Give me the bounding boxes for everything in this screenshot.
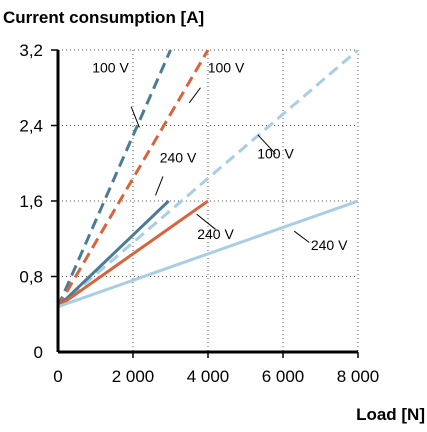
- annotation-layer: 100 V 100 V 100 V 240 V 240 V 240 V: [92, 60, 348, 253]
- y-tick-label-2: 1,6: [19, 192, 43, 211]
- series-line-5: [58, 199, 209, 308]
- series-line-1: [58, 50, 172, 308]
- y-tick-label-0: 0: [34, 343, 43, 362]
- annotation-pointer-6: [293, 230, 310, 243]
- x-tick-label-2: 4 000: [187, 367, 230, 386]
- annotation-pointer-1: [130, 106, 140, 128]
- annotation-pointer-5: [196, 213, 216, 230]
- y-tick-label-3: 2,4: [19, 117, 43, 136]
- x-tick-label-4: 8 000: [337, 367, 380, 386]
- axis-layer: 0 0,8 1,6 2,4 3,2 0 2 000 4 000 6 000 8 000: [19, 41, 379, 386]
- series-line-3: [58, 50, 358, 308]
- annotation-pointer-3: [257, 134, 276, 155]
- chart-title: Current consumption [A]: [3, 8, 204, 27]
- x-tick-label-3: 6 000: [262, 367, 305, 386]
- series-layer: [58, 50, 358, 309]
- annotation-pointer-2: [188, 87, 201, 104]
- annotation-label-1: 100 V: [92, 60, 129, 76]
- annotation-label-5: 240 V: [197, 226, 234, 242]
- y-tick-label-4: 3,2: [19, 41, 43, 60]
- x-tick-label-0: 0: [53, 367, 62, 386]
- series-line-2: [58, 50, 210, 308]
- x-tick-label-1: 2 000: [112, 367, 155, 386]
- annotation-label-3: 100 V: [257, 146, 294, 162]
- x-axis-label: Load [N]: [356, 405, 425, 424]
- series-line-6: [58, 199, 358, 309]
- y-tick-label-1: 0,8: [19, 268, 43, 287]
- annotation-label-4: 240 V: [160, 149, 197, 165]
- series-line-4: [58, 199, 170, 308]
- annotation-pointer-4: [155, 176, 164, 196]
- annotation-label-6: 240 V: [311, 237, 348, 253]
- annotation-label-2: 100 V: [208, 60, 245, 76]
